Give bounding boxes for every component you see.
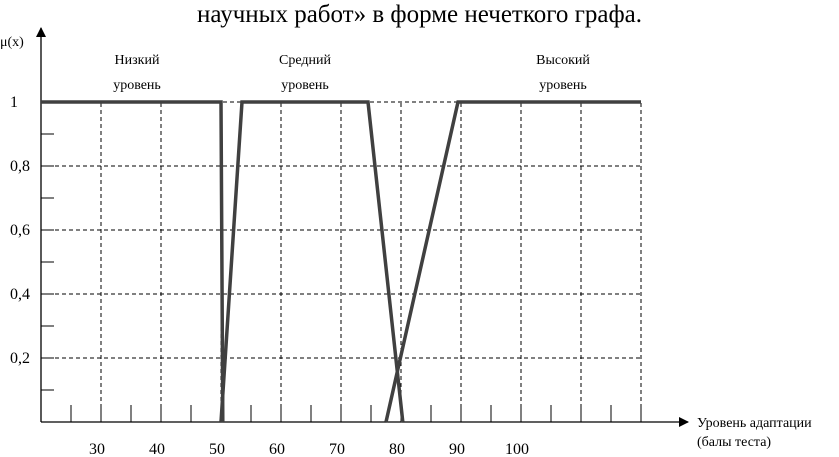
series-label-2-line2: уровень — [281, 78, 329, 93]
series-line-1 — [41, 100, 225, 423]
series-label-1-line1: Низкий — [115, 53, 160, 68]
y-axis-label: μ(x) — [0, 35, 24, 50]
x-tick-label: 90 — [449, 441, 465, 457]
x-tick-label: 50 — [209, 441, 225, 457]
series-line-3 — [384, 100, 641, 423]
x-tick-label: 100 — [505, 441, 529, 457]
series-label-1-line2: уровень — [113, 78, 161, 93]
y-tick-label: 0,6 — [10, 222, 30, 239]
x-tick-label: 60 — [269, 441, 285, 457]
y-tick-label: 1 — [10, 94, 18, 111]
x-axis-label-line1: Уровень адаптации — [697, 416, 812, 431]
grid — [41, 101, 642, 422]
series-line-2 — [219, 100, 405, 423]
chart-title: научных работ» в форме нечеткого графа. — [196, 1, 642, 28]
x-tick-label: 40 — [149, 441, 165, 457]
x-tick-label: 80 — [389, 441, 405, 457]
series-label-2-line1: Средний — [279, 53, 331, 68]
x-tick-label: 30 — [89, 441, 105, 457]
y-tick-label: 0,4 — [10, 286, 30, 303]
series-label-3-line1: Высокий — [536, 53, 590, 68]
series-label-3-line2: уровень — [539, 78, 587, 93]
series — [41, 100, 641, 423]
y-tick-label: 0,2 — [10, 350, 30, 367]
x-tick-label: 70 — [329, 441, 345, 457]
labels: 30 40 50 60 70 80 90 100 1 0,8 0,6 0,4 0,2 μ(x) Уровен… — [0, 35, 812, 457]
x-axis-label-line2: (балы теста) — [697, 435, 771, 450]
y-tick-label: 0,8 — [10, 158, 30, 175]
